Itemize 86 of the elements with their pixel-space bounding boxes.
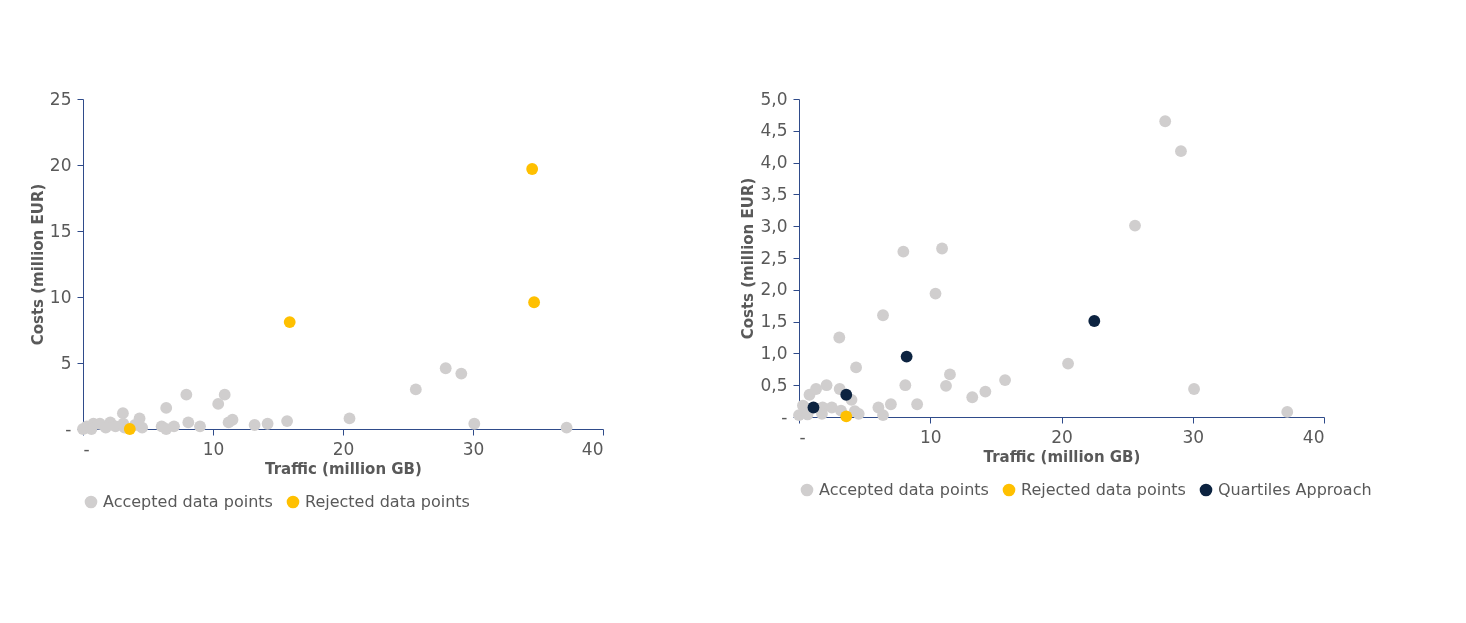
y-tick-label: - bbox=[781, 406, 788, 427]
point bbox=[283, 316, 296, 328]
x-tick-label: - bbox=[83, 438, 90, 459]
point bbox=[979, 385, 992, 398]
point bbox=[884, 398, 897, 411]
point bbox=[409, 383, 422, 396]
y-tick-label: 3,5 bbox=[760, 183, 788, 204]
point bbox=[160, 401, 173, 414]
x-tick-label: 30 bbox=[462, 438, 485, 459]
point bbox=[194, 420, 206, 433]
y-tick-label: 4,0 bbox=[760, 152, 788, 173]
point bbox=[999, 374, 1011, 387]
point bbox=[899, 379, 912, 392]
x-tick-label: 10 bbox=[202, 438, 225, 459]
point bbox=[833, 331, 846, 344]
point bbox=[1088, 315, 1101, 327]
x-tick-label: 20 bbox=[1051, 426, 1073, 447]
point bbox=[212, 398, 225, 410]
x-tick-label: 40 bbox=[1302, 426, 1325, 447]
point bbox=[455, 367, 468, 380]
y-tick-label: 0,5 bbox=[760, 374, 788, 395]
point bbox=[966, 391, 979, 404]
point bbox=[180, 388, 193, 401]
x-tick-label: - bbox=[799, 426, 806, 447]
point bbox=[944, 368, 956, 381]
point bbox=[468, 417, 481, 430]
point bbox=[116, 407, 129, 420]
legend-label: Rejected data points bbox=[1021, 480, 1186, 499]
y-tick-label: 4,5 bbox=[760, 120, 788, 141]
y-tick-label: 1,5 bbox=[760, 311, 788, 332]
point bbox=[261, 417, 274, 430]
legend-label: Accepted data points bbox=[819, 480, 989, 499]
point bbox=[1062, 357, 1074, 370]
point bbox=[526, 163, 539, 175]
y-tick-label: 5 bbox=[60, 352, 72, 373]
x-tick-label: 20 bbox=[332, 438, 355, 459]
point bbox=[877, 309, 889, 322]
point bbox=[439, 362, 452, 375]
x-tick-label: 40 bbox=[581, 438, 604, 459]
y-tick-label: 20 bbox=[49, 154, 72, 175]
point bbox=[900, 350, 913, 363]
point bbox=[1159, 115, 1172, 128]
legend-label: Accepted data points bbox=[103, 492, 273, 511]
point bbox=[850, 361, 863, 374]
point bbox=[218, 388, 231, 401]
point bbox=[940, 379, 952, 392]
x-tick-label: 30 bbox=[1182, 426, 1205, 447]
point bbox=[877, 409, 889, 421]
x-axis-title: Traffic (million GB) bbox=[983, 447, 1141, 466]
point bbox=[820, 379, 833, 392]
y-tick-label: 25 bbox=[49, 88, 72, 109]
legend-label: Rejected data points bbox=[305, 492, 470, 511]
y-tick-label: 1,0 bbox=[760, 342, 788, 363]
y-tick-label: 2,5 bbox=[760, 247, 788, 268]
point bbox=[222, 416, 235, 429]
y-tick-label: 2,0 bbox=[760, 279, 788, 300]
y-axis-title: Costs (million EUR) bbox=[28, 183, 47, 346]
point bbox=[897, 245, 910, 258]
y-tick-label: 3,0 bbox=[760, 215, 788, 236]
point bbox=[1281, 406, 1294, 418]
point bbox=[840, 410, 853, 423]
point bbox=[248, 419, 261, 431]
point bbox=[929, 287, 942, 300]
x-tick-label: 10 bbox=[919, 426, 942, 447]
point bbox=[936, 242, 948, 255]
point bbox=[528, 296, 541, 309]
point bbox=[182, 416, 195, 429]
point bbox=[1129, 219, 1141, 232]
y-tick-label: 5,0 bbox=[760, 88, 788, 109]
y-axis-title: Costs (million EUR) bbox=[739, 177, 758, 340]
point bbox=[343, 412, 356, 425]
point bbox=[123, 423, 136, 435]
legend-label: Quartiles Approach bbox=[1218, 480, 1372, 499]
point bbox=[281, 415, 294, 427]
x-axis-title: Traffic (million GB) bbox=[265, 459, 422, 478]
point bbox=[911, 398, 924, 411]
y-tick-label: 15 bbox=[49, 220, 72, 241]
point bbox=[810, 383, 822, 395]
point bbox=[1175, 145, 1187, 158]
point bbox=[160, 423, 173, 435]
point bbox=[1188, 383, 1200, 395]
point bbox=[807, 401, 820, 414]
point bbox=[840, 388, 853, 401]
y-tick-label: 10 bbox=[49, 286, 72, 307]
point bbox=[136, 421, 149, 434]
point bbox=[560, 421, 573, 434]
